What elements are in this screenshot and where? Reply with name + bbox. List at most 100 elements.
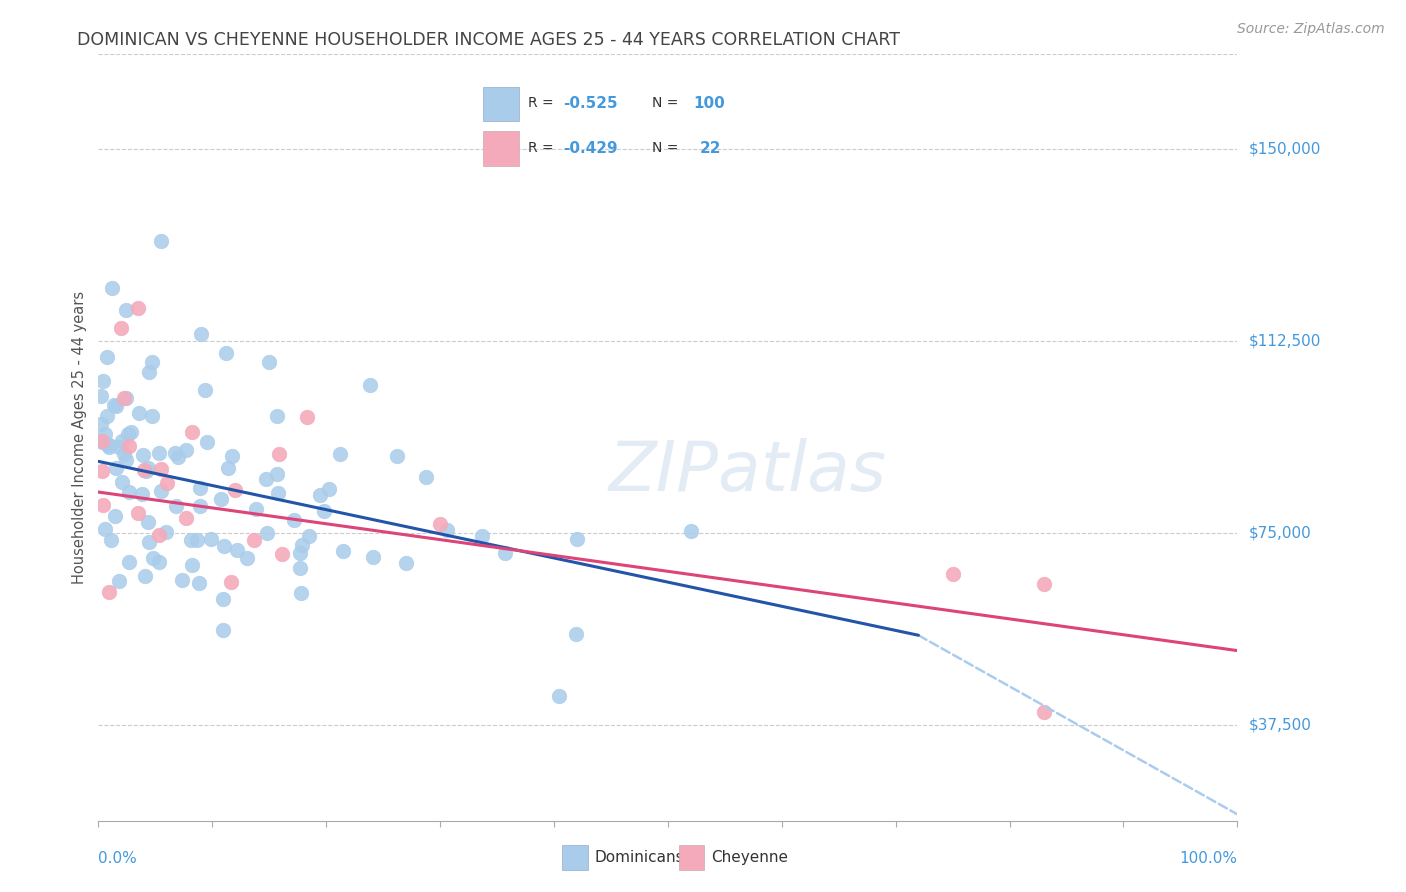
Point <box>110 475 132 489</box>
Text: 100.0%: 100.0% <box>1180 851 1237 866</box>
Point <box>494 546 516 560</box>
Point <box>679 524 702 538</box>
Text: Cheyenne: Cheyenne <box>711 850 789 864</box>
Point <box>309 488 332 502</box>
Point <box>188 500 211 514</box>
Point <box>135 464 157 478</box>
Point <box>91 498 114 512</box>
Point <box>149 484 172 499</box>
Point <box>112 447 135 461</box>
Point <box>565 626 588 640</box>
Point <box>243 533 266 547</box>
Point <box>288 546 311 560</box>
Point <box>128 406 150 420</box>
Point <box>134 463 156 477</box>
Point <box>215 346 238 360</box>
Point <box>224 483 246 498</box>
Point <box>104 509 127 524</box>
Point <box>166 450 188 464</box>
Point <box>115 303 138 318</box>
Point <box>212 623 235 637</box>
Point <box>190 326 212 341</box>
Point <box>254 472 277 486</box>
Point <box>361 549 384 564</box>
Point <box>96 409 118 424</box>
Point <box>186 533 208 547</box>
Point <box>108 440 131 454</box>
Point <box>195 435 218 450</box>
Point <box>288 561 311 575</box>
Point <box>131 486 153 500</box>
Point <box>212 539 235 553</box>
Point <box>91 374 114 388</box>
Text: $37,500: $37,500 <box>1249 717 1312 732</box>
Point <box>318 482 340 496</box>
Point <box>212 591 235 606</box>
Point <box>148 527 170 541</box>
Point <box>332 544 354 558</box>
Point <box>136 460 159 475</box>
Point <box>138 365 160 379</box>
Point <box>429 516 451 531</box>
Point <box>100 533 122 548</box>
Point <box>96 351 118 365</box>
Text: $75,000: $75,000 <box>1249 525 1312 541</box>
Point <box>97 585 120 599</box>
Point <box>148 446 170 460</box>
Point <box>329 447 352 461</box>
Point <box>266 467 288 482</box>
Point <box>271 547 294 561</box>
Point <box>200 533 222 547</box>
Point <box>314 504 336 518</box>
Point <box>97 438 120 452</box>
Point <box>180 533 202 547</box>
Point <box>567 533 589 547</box>
Point <box>148 555 170 569</box>
Point <box>188 481 211 495</box>
Point <box>94 426 117 441</box>
Point <box>141 355 163 369</box>
Point <box>105 460 128 475</box>
Point <box>1032 705 1054 719</box>
Point <box>266 409 288 424</box>
Point <box>90 389 112 403</box>
Point <box>118 555 141 569</box>
Point <box>415 470 437 484</box>
Text: ZIPatlas: ZIPatlas <box>609 438 887 505</box>
Y-axis label: Householder Income Ages 25 - 44 years: Householder Income Ages 25 - 44 years <box>72 291 87 583</box>
Point <box>385 449 408 463</box>
Point <box>115 453 138 467</box>
Point <box>156 476 179 491</box>
Point <box>101 281 124 295</box>
Point <box>174 443 197 458</box>
Point <box>395 556 418 570</box>
Text: Source: ZipAtlas.com: Source: ZipAtlas.com <box>1237 22 1385 37</box>
Point <box>127 301 149 315</box>
Point <box>141 409 163 424</box>
Point <box>132 448 155 462</box>
Point <box>221 449 243 463</box>
Point <box>120 425 142 439</box>
Point <box>110 321 132 335</box>
Point <box>290 586 312 600</box>
Point <box>115 391 138 405</box>
Point <box>181 425 204 440</box>
Point <box>267 486 290 500</box>
Point <box>127 506 149 520</box>
Point <box>245 501 267 516</box>
Point <box>548 690 571 704</box>
Point <box>108 574 131 588</box>
Point <box>91 434 114 448</box>
Point <box>291 538 314 552</box>
Point <box>283 513 305 527</box>
Point <box>104 399 127 413</box>
Point <box>103 399 125 413</box>
Point <box>138 535 160 549</box>
Point <box>97 440 120 454</box>
Point <box>98 438 121 452</box>
Point <box>257 355 280 369</box>
Point <box>194 384 217 398</box>
Point <box>165 499 187 513</box>
Point <box>90 464 112 478</box>
Point <box>118 439 141 453</box>
